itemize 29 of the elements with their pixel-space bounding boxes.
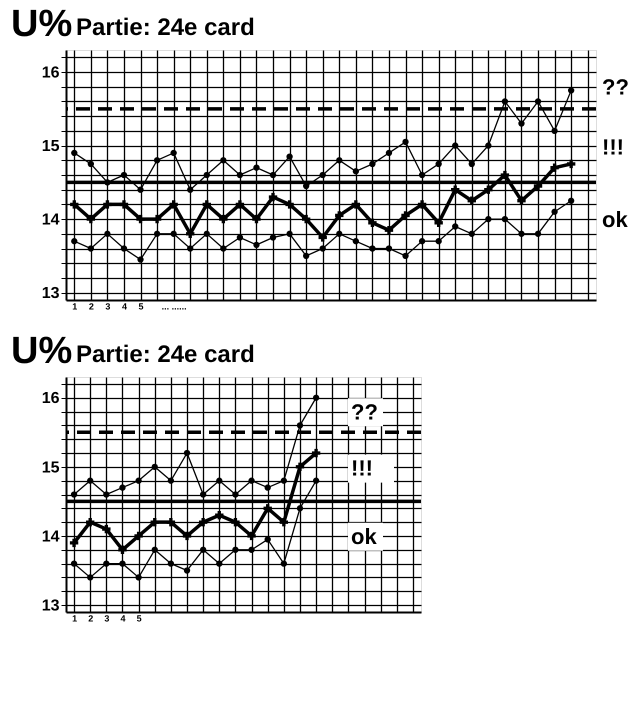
x-tick-label: 1	[72, 302, 78, 312]
y-tick-label: 13	[42, 598, 60, 615]
annotation: ok	[351, 524, 378, 549]
y-tick-label: 13	[42, 285, 60, 302]
chart-title: Partie: 24e card	[76, 14, 255, 41]
x-tick-label: 5	[138, 302, 144, 312]
y-tick-label: 15	[42, 138, 60, 156]
y-tick-label: 14	[42, 528, 60, 546]
y-axis-title: U%	[11, 330, 72, 372]
y-tick-label: 15	[42, 459, 60, 476]
y-tick-label: 14	[42, 212, 60, 229]
y-tick-label: 16	[42, 390, 60, 408]
x-tick-label: 5	[136, 614, 142, 624]
x-tick-label: 3	[105, 302, 110, 312]
y-tick-label: 16	[42, 64, 60, 82]
x-tick-label: 2	[88, 614, 94, 624]
x-tick-label: 2	[88, 302, 94, 312]
annotation: ??	[351, 399, 378, 424]
text: ok	[602, 207, 628, 232]
x-tick-label: 4	[122, 302, 127, 312]
x-tick-label: ... ......	[162, 302, 187, 312]
text: !!!	[602, 134, 624, 160]
annotation: !!!	[351, 456, 373, 481]
x-tick-label: 3	[104, 614, 110, 624]
y-axis-title: U%	[11, 3, 72, 45]
text: ??	[602, 74, 629, 100]
x-tick-label: 1	[72, 614, 78, 624]
x-tick-label: 4	[120, 614, 126, 624]
chart-title: Partie: 24e card	[76, 341, 255, 368]
